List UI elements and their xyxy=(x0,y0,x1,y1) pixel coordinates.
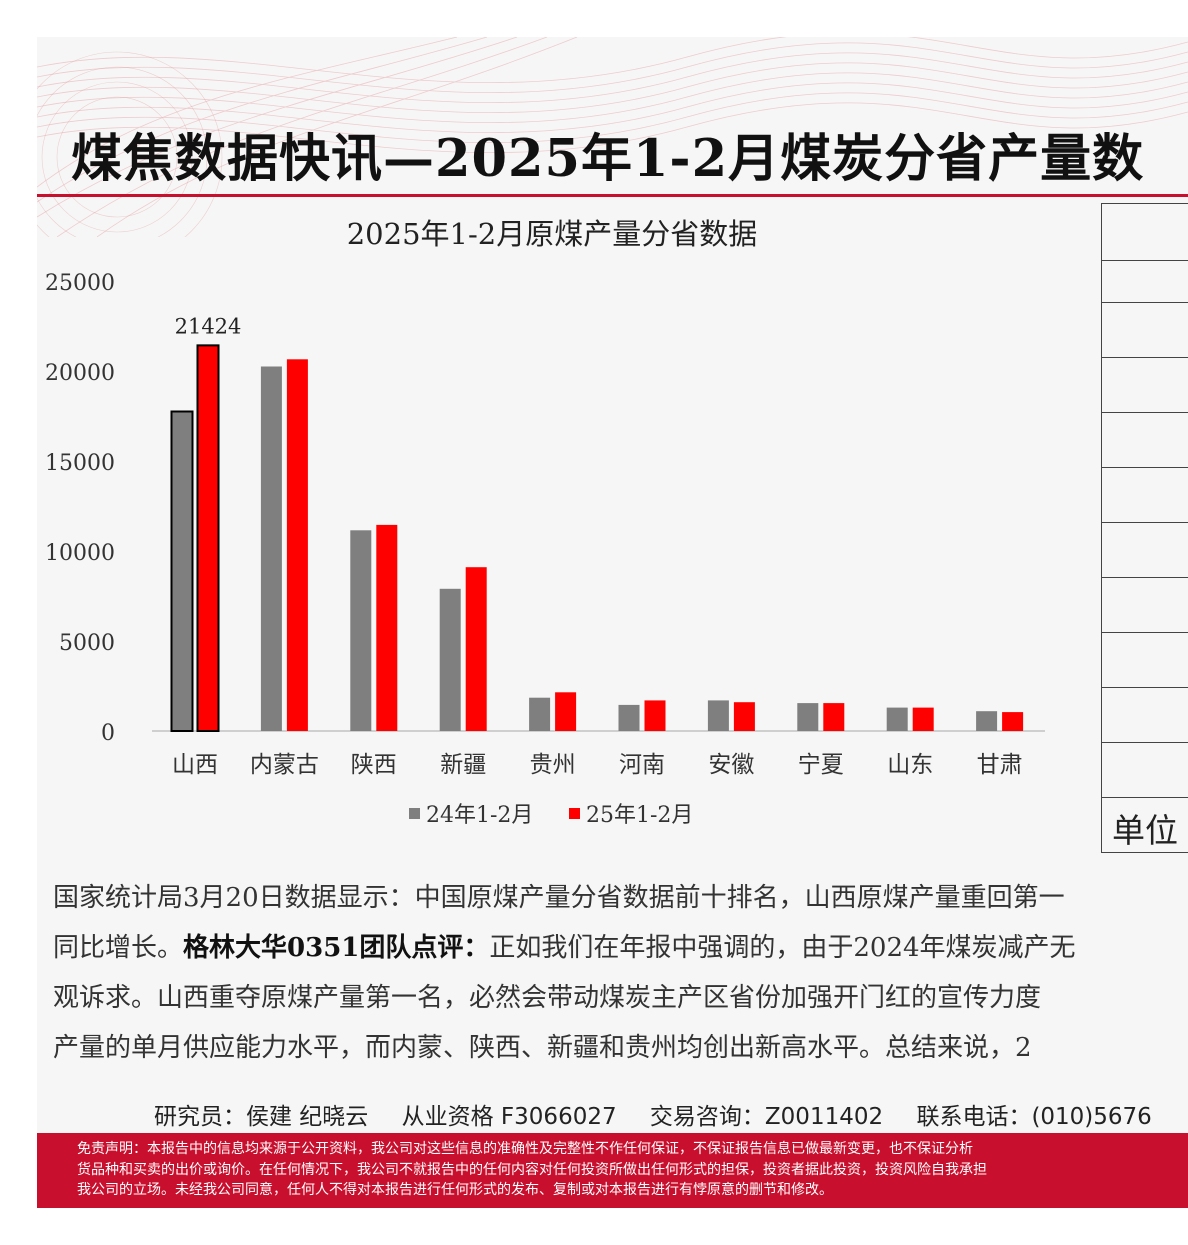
x-tick-label: 甘肃 xyxy=(977,752,1023,778)
bar-24-6 xyxy=(618,704,640,731)
bar-25-1 xyxy=(196,344,220,732)
bar-24-2 xyxy=(260,366,282,731)
report-page: 煤焦数据快讯—2025年1-2月煤炭分省产量数 2025年1-2月原煤产量分省数… xyxy=(37,37,1188,1208)
table-row xyxy=(1102,412,1188,413)
bar-24-5 xyxy=(529,697,551,731)
x-tick-label: 河南 xyxy=(619,752,665,778)
commentary-line-4: 产量的单月供应能力水平，而内蒙、陕西、新疆和贵州均创出新高水平。总结来说，2 xyxy=(53,1033,1032,1063)
x-tick-label: 山东 xyxy=(887,752,933,778)
bar-24-10 xyxy=(976,711,998,731)
commentary-line-2-post: 正如我们在年报中强调的，由于2024年煤炭减产无 xyxy=(489,933,1076,963)
table-row xyxy=(1102,577,1188,578)
legend-label-2: 25年1-2月 xyxy=(586,803,693,828)
bar-25-2 xyxy=(286,359,308,731)
chart-title: 2025年1-2月原煤产量分省数据 xyxy=(347,217,758,251)
y-tick-label: 20000 xyxy=(45,361,115,386)
table-row xyxy=(1102,260,1188,261)
table-row xyxy=(1102,302,1188,303)
chart-legend: 24年1-2月 25年1-2月 xyxy=(409,803,693,828)
bar-24-7 xyxy=(707,700,729,731)
bar-24-3 xyxy=(350,530,372,731)
y-tick-label: 15000 xyxy=(45,451,115,476)
table-row xyxy=(1102,357,1188,358)
bar-25-8 xyxy=(823,703,845,731)
x-tick-label: 安徽 xyxy=(708,752,754,778)
table-row xyxy=(1102,522,1188,523)
bar-25-9 xyxy=(912,707,934,731)
commentary-line-2: 同比增长。格林大华0351团队点评：正如我们在年报中强调的，由于2024年煤炭减… xyxy=(53,923,1188,973)
x-tick-label: 宁夏 xyxy=(798,752,844,778)
bar-25-5 xyxy=(555,692,577,731)
y-tick-label: 0 xyxy=(101,721,115,746)
bar-24-4 xyxy=(439,588,461,731)
data-label-shanxi: 21424 xyxy=(175,314,242,338)
table-unit-label: 单位 xyxy=(1112,811,1178,850)
x-tick-label: 陕西 xyxy=(351,752,397,778)
bar-25-4 xyxy=(465,567,487,731)
y-tick-label: 25000 xyxy=(45,271,115,296)
y-tick-label: 10000 xyxy=(45,541,115,566)
bar-25-7 xyxy=(733,702,755,731)
legend-label-1: 24年1-2月 xyxy=(426,803,533,828)
commentary-text: 国家统计局3月20日数据显示：中国原煤产量分省数据前十排名，山西原煤产量重回第一… xyxy=(53,873,1188,1073)
bar-24-9 xyxy=(886,707,908,731)
y-tick-label: 5000 xyxy=(59,631,115,656)
bar-25-3 xyxy=(376,524,398,731)
team-comment-label: 格林大华0351团队点评： xyxy=(183,933,490,963)
phone-number: 联系电话：(010)5676 xyxy=(916,1104,1152,1130)
table-row xyxy=(1102,742,1188,743)
commentary-line-2-pre: 同比增长。 xyxy=(53,933,184,963)
bar-24-1 xyxy=(170,410,194,732)
commentary-line-1: 国家统计局3月20日数据显示：中国原煤产量分省数据前十排名，山西原煤产量重回第一 xyxy=(53,883,1065,913)
bar-24-8 xyxy=(797,703,819,731)
x-tick-label: 新疆 xyxy=(440,752,486,778)
table-row xyxy=(1102,687,1188,688)
side-data-table: 单位 xyxy=(1101,203,1188,853)
legend-swatch-2 xyxy=(569,808,580,819)
report-title: 煤焦数据快讯—2025年1-2月煤炭分省产量数 xyxy=(71,129,1145,189)
advisory-number: 交易咨询：Z0011402 xyxy=(649,1104,884,1130)
contact-info: 研究员：侯建 纪晓云 从业资格 F3066027 交易咨询：Z0011402 联… xyxy=(154,1097,1178,1131)
x-tick-label: 贵州 xyxy=(530,752,576,778)
table-row xyxy=(1102,632,1188,633)
disclaimer-banner: 免责声明：本报告中的信息均来源于公开资料，我公司对这些信息的准确性及完整性不作任… xyxy=(37,1133,1188,1208)
disclaimer-line-1: 免责声明：本报告中的信息均来源于公开资料，我公司对这些信息的准确性及完整性不作任… xyxy=(77,1141,973,1157)
disclaimer-line-3: 我公司的立场。未经我公司同意，任何人不得对本报告进行任何形式的发布、复制或对本报… xyxy=(77,1182,833,1198)
disclaimer-line-2: 货品种和买卖的出价或询价。在任何情况下，我公司不就报告中的任何内容对任何投资所做… xyxy=(77,1161,987,1178)
x-tick-label: 内蒙古 xyxy=(250,752,319,778)
x-tick-label: 山西 xyxy=(172,752,218,778)
legend-swatch-1 xyxy=(409,808,420,819)
title-divider xyxy=(37,194,1188,197)
researcher-names: 研究员：侯建 纪晓云 xyxy=(154,1104,369,1130)
table-row xyxy=(1102,467,1188,468)
commentary-line-3: 观诉求。山西重夺原煤产量第一名，必然会带动煤炭主产区省份加强开门红的宣传力度 xyxy=(53,983,1042,1013)
table-row xyxy=(1102,797,1188,798)
bar-25-10 xyxy=(1002,712,1024,731)
bar-chart: 2025年1-2月原煤产量分省数据 0 5000 10000 15000 20000 25… xyxy=(45,217,1045,828)
license-number: 从业资格 F3066027 xyxy=(401,1104,617,1130)
bar-25-6 xyxy=(644,700,666,731)
